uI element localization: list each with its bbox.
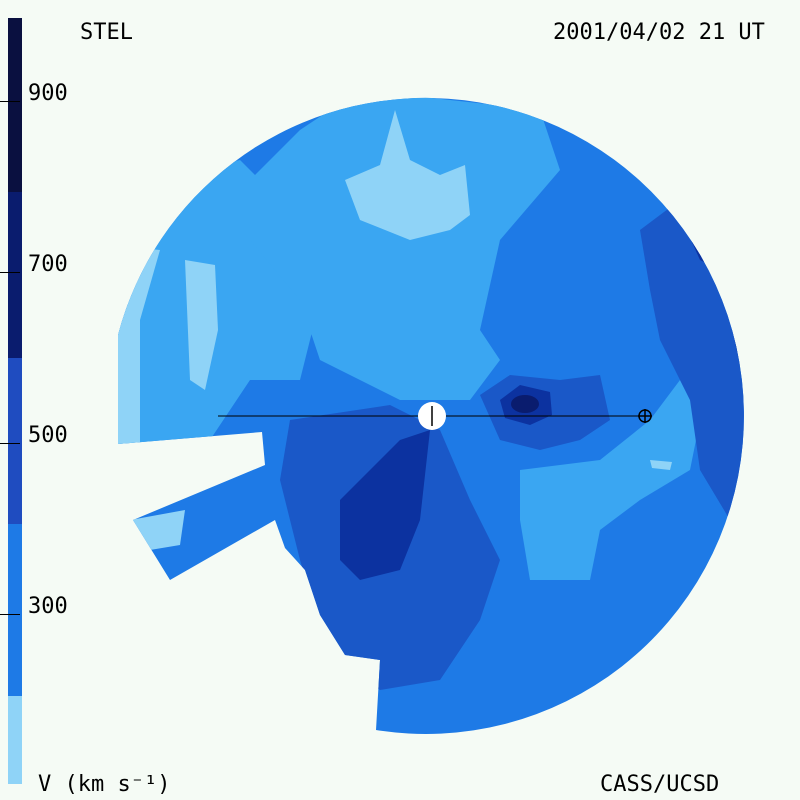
v300-region xyxy=(520,380,700,580)
colorbar-band xyxy=(8,696,22,784)
slow-wind-region xyxy=(650,460,672,470)
observatory-label: STEL xyxy=(80,20,133,45)
datetime-label: 2001/04/02 21 UT xyxy=(553,20,765,45)
colorbar-band xyxy=(8,192,22,358)
colorbar-tick xyxy=(0,272,20,273)
colorbar-tick xyxy=(0,443,20,444)
colorbar-tick-label: 900 xyxy=(28,81,68,106)
velocity-colorbar xyxy=(8,18,22,784)
velocity-units-label: V (km s⁻¹) xyxy=(38,772,171,797)
v700-region xyxy=(511,395,539,413)
slow-wind-region xyxy=(130,510,185,550)
colorbar-tick-label: 700 xyxy=(28,252,68,277)
colorbar-tick xyxy=(0,614,20,615)
v600-region xyxy=(340,430,430,580)
colorbar-tick-label: 500 xyxy=(28,423,68,448)
credit-label: CASS/UCSD xyxy=(600,772,720,797)
colorbar-tick-label: 300 xyxy=(28,594,68,619)
colorbar-band xyxy=(8,18,22,192)
v300-region xyxy=(240,97,560,400)
colorbar-tick xyxy=(0,101,20,102)
slow-wind-region xyxy=(345,110,470,240)
colorbar-band xyxy=(8,358,22,524)
slow-wind-region xyxy=(185,260,218,390)
colorbar-band xyxy=(8,524,22,696)
slow-wind-region xyxy=(118,240,160,450)
